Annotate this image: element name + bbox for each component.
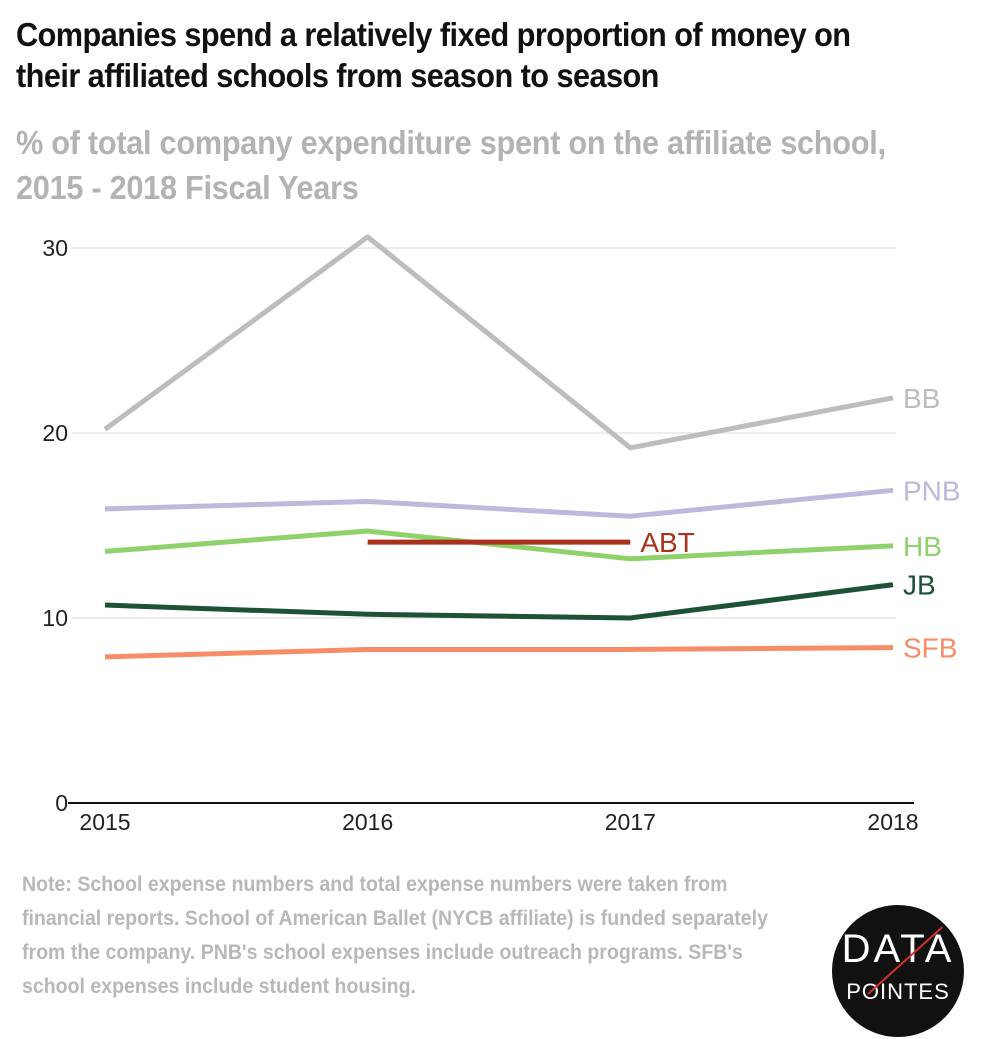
series-label-sfb: SFB [903,633,957,664]
logo-text-pointes: POINTES [846,979,950,1004]
series-labels: BB PNB HB ABT JB SFB [640,383,960,664]
data-pointes-logo: DATA POINTES [832,905,964,1037]
chart-title: Companies spend a relatively fixed propo… [16,16,851,94]
y-tick-label-30: 30 [42,235,68,261]
gridlines [72,247,896,619]
line-chart: 0 10 20 30 2015 2016 2017 2018 BB PNB HB ABT JB SFB [42,234,961,835]
series-line-jb [104,582,894,621]
series-label-jb: JB [903,570,936,601]
series-label-bb: BB [903,383,940,414]
series-label-hb: HB [903,531,942,562]
series-label-pnb: PNB [903,475,961,506]
series-label-abt: ABT [640,527,694,558]
y-tick-label-10: 10 [42,605,68,631]
x-tick-label-2017: 2017 [605,809,656,835]
series-line-sfb [104,645,894,660]
axes: 0 10 20 30 2015 2016 2017 2018 [42,235,918,835]
x-tick-label-2018: 2018 [867,809,918,835]
chart-subtitle: % of total company expenditure spent on … [16,124,886,206]
series-lines [103,234,894,660]
x-tick-label-2015: 2015 [79,809,130,835]
y-tick-label-20: 20 [42,420,68,446]
series-line-bb [103,234,894,451]
footnote: Note: School expense numbers and total e… [22,873,768,998]
y-tick-label-0: 0 [55,790,68,816]
series-line-hb [104,528,894,562]
x-tick-label-2016: 2016 [342,809,393,835]
series-line-pnb [104,487,894,519]
